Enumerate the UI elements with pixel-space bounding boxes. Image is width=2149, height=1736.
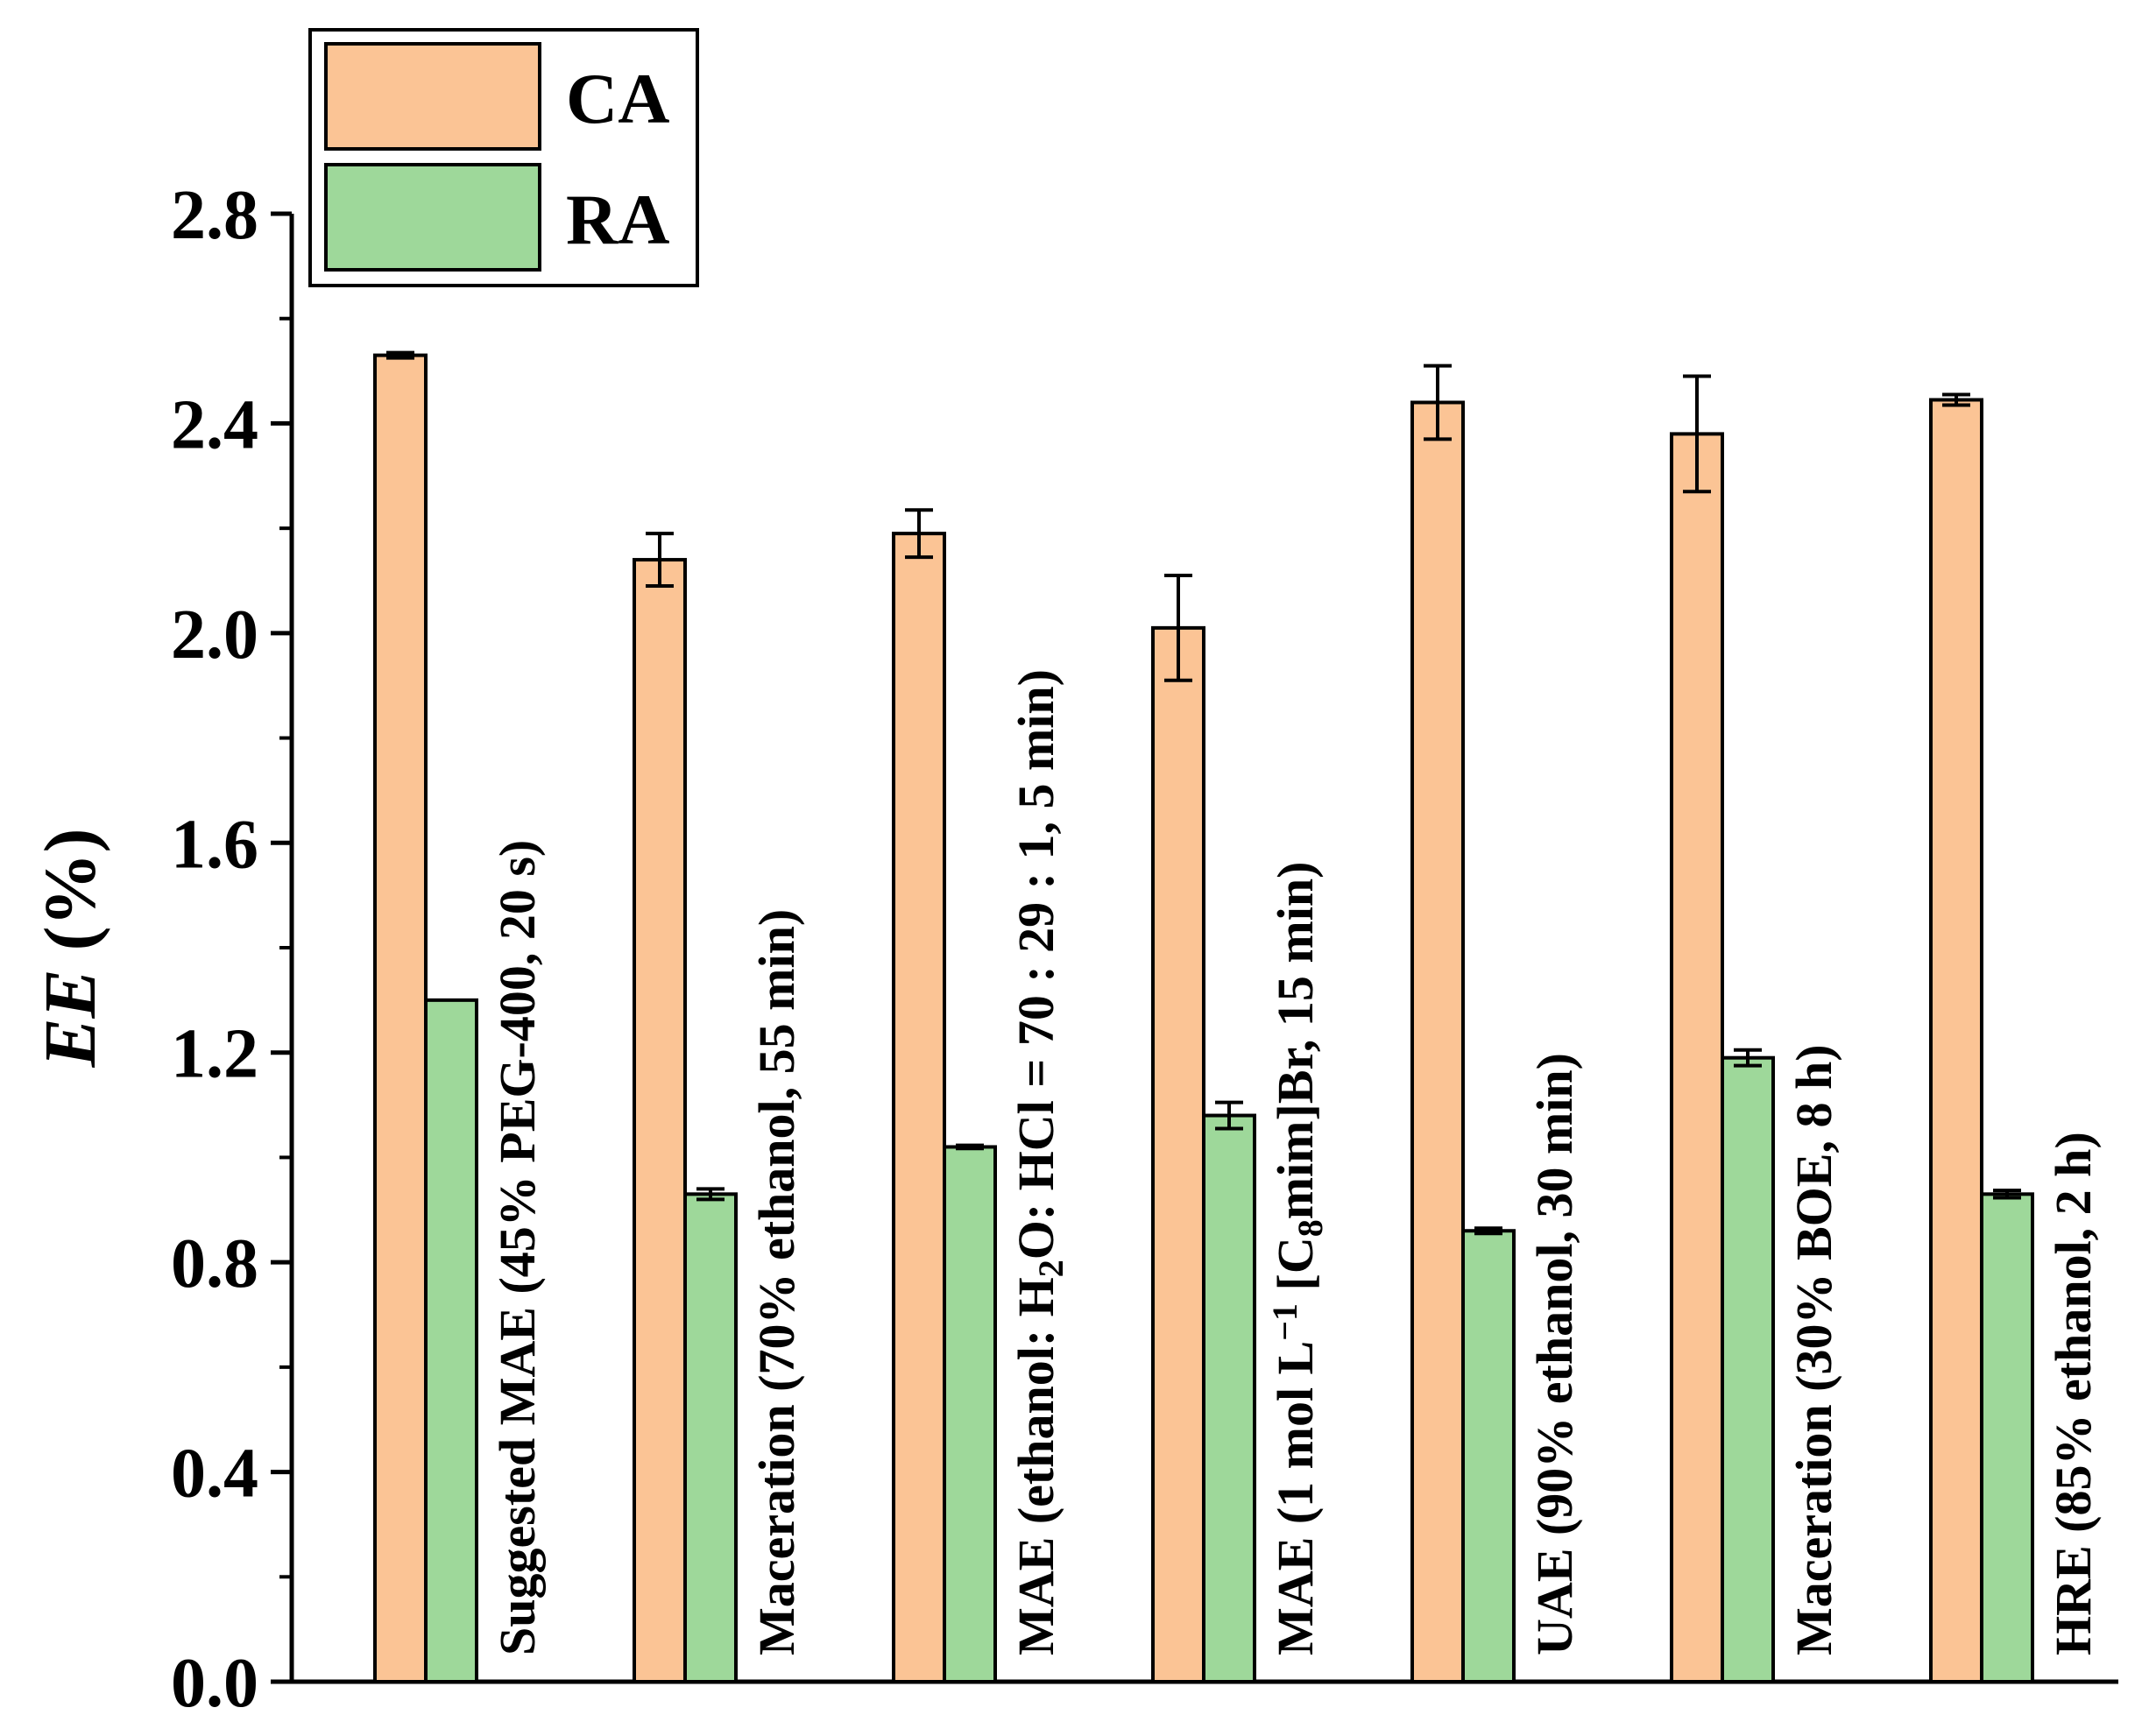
error-bar-ra xyxy=(1215,1100,1243,1131)
bar-ca xyxy=(1151,625,1205,1683)
bars xyxy=(373,350,2034,1684)
error-bar-ca xyxy=(1424,363,1452,441)
axes: 0.0 0.4 0.8 1.2 1.6 2.0 2.4 2.8 EE (%) xyxy=(30,177,2118,1722)
legend: CA RA xyxy=(308,28,699,287)
y-tick-label: 2.0 xyxy=(171,596,258,674)
error-bar-ra xyxy=(1474,1226,1502,1236)
bar-ca xyxy=(633,558,687,1683)
y-tick-label: 2.4 xyxy=(171,386,258,463)
y-axis-title: EE (%) xyxy=(30,828,111,1068)
bar-ra xyxy=(1980,1192,2034,1684)
y-tick-label: 0.8 xyxy=(171,1225,258,1302)
bar-ra xyxy=(943,1145,997,1683)
legend-swatch-ca xyxy=(324,42,541,151)
error-bar-ra xyxy=(1734,1048,1762,1068)
legend-label-ra: RA xyxy=(566,180,669,259)
y-tick-label: 2.8 xyxy=(171,177,258,254)
y-tick-label: 1.6 xyxy=(171,806,258,883)
bar-ca xyxy=(373,353,428,1684)
error-bar-ra xyxy=(696,1187,725,1202)
legend-label-ca: CA xyxy=(566,59,669,138)
category-label: MAE (1 mol L−1 [C8mim]Br, 15 min) xyxy=(1265,862,1330,1655)
error-bar-ca xyxy=(1164,574,1192,682)
y-tick-label: 1.2 xyxy=(171,1016,258,1093)
error-bar-ra xyxy=(1993,1189,2021,1200)
error-bar-ca xyxy=(1683,374,1711,494)
category-labels: Suggested MAE (45% PEG-400, 20 s) Macerat… xyxy=(489,669,2102,1655)
bar-ca xyxy=(1670,432,1724,1683)
bar-ra xyxy=(1461,1229,1516,1683)
y-tick-label: 0.0 xyxy=(171,1645,258,1722)
category-label: HRE (85% ethanol, 2 h) xyxy=(2045,1132,2102,1655)
category-label: Suggested MAE (45% PEG-400, 20 s) xyxy=(489,840,546,1655)
bar-ca xyxy=(1929,398,1983,1684)
legend-swatch-ra xyxy=(324,163,541,272)
error-bar-ca xyxy=(646,532,674,588)
bar-ra xyxy=(683,1192,738,1684)
error-bar-ca xyxy=(386,350,414,360)
category-label: Maceration (30% BOE, 8 h) xyxy=(1785,1044,1842,1655)
bar-ra xyxy=(1202,1113,1256,1683)
error-bar-ra xyxy=(956,1143,984,1151)
error-bar-ca xyxy=(1942,392,1970,407)
error-bar-ca xyxy=(905,508,933,560)
category-label: MAE (ethanol: H2O: HCl = 70 : 29 : 1, 5 … xyxy=(1007,669,1071,1655)
bar-ca xyxy=(1410,400,1465,1683)
bar-ra xyxy=(424,998,478,1684)
category-label: Maceration (70% ethanol, 55 min) xyxy=(748,909,805,1655)
bar-ca xyxy=(892,532,946,1684)
y-tick-label: 0.4 xyxy=(171,1436,258,1513)
category-label: UAE (90% ethanol, 30 min) xyxy=(1526,1053,1583,1655)
bar-ra xyxy=(1721,1055,1775,1683)
